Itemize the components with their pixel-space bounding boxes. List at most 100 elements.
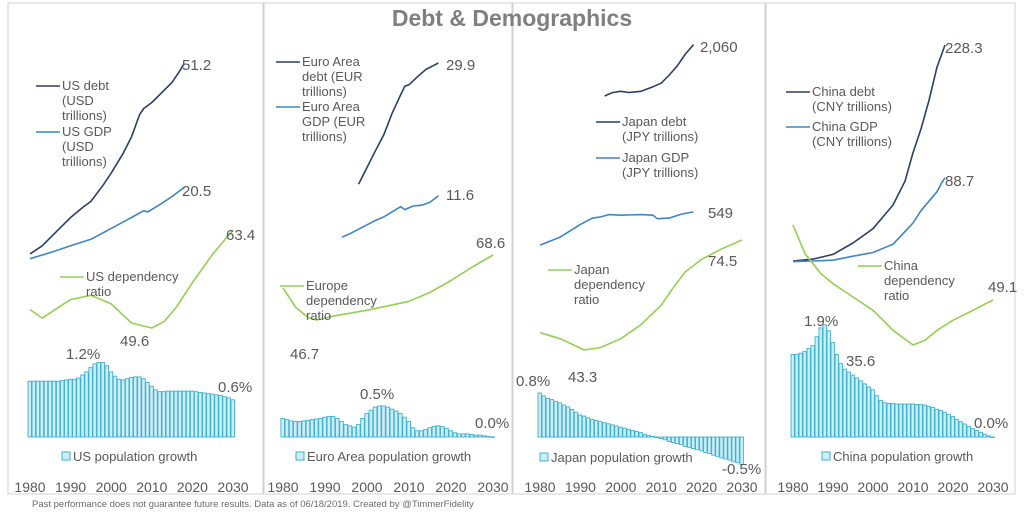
debt-legend-text: (USD	[62, 93, 94, 108]
population-bar	[108, 371, 114, 438]
dependency-line	[282, 254, 494, 321]
population-bar	[461, 433, 466, 438]
dependency-line	[792, 224, 994, 346]
population-bar	[818, 327, 823, 438]
population-bar	[910, 403, 915, 438]
population-bar	[862, 383, 867, 438]
debt-legend-text: Euro Area	[302, 54, 361, 69]
population-bar	[189, 390, 195, 438]
population-bar	[456, 433, 462, 438]
population-bar	[687, 436, 692, 448]
population-bar	[691, 436, 696, 449]
population-bar	[699, 436, 704, 452]
population-bar	[618, 426, 623, 438]
population-bar	[360, 417, 365, 438]
population-bar	[465, 433, 470, 438]
population-bar	[894, 403, 899, 438]
population-bar	[104, 365, 110, 438]
debt-line	[604, 44, 695, 97]
population-bar	[846, 371, 851, 438]
population-bar	[96, 362, 101, 438]
debt-legend-text: (CNY trillions)	[812, 99, 892, 114]
population-bar	[890, 402, 895, 438]
gdp-legend-text: (USD	[62, 139, 94, 154]
population-bar	[878, 399, 883, 438]
population-bar	[810, 345, 815, 438]
population-peak-label: 1.2%	[66, 346, 100, 363]
population-bar	[230, 399, 235, 438]
population-bar	[343, 424, 348, 438]
dependency-legend-text: Japan	[574, 262, 609, 277]
population-bar	[886, 402, 891, 438]
debt-line	[792, 44, 946, 262]
population-bar	[280, 417, 285, 438]
population-bar	[834, 353, 839, 438]
population-bar	[642, 433, 647, 438]
panel-us: 51.220.563.449.61.2%0.6%US debt(USDtrill…	[14, 57, 255, 495]
population-bar	[806, 348, 811, 438]
x-tick-label: 2010	[393, 479, 424, 495]
population-bar	[727, 436, 732, 461]
population-bar	[602, 422, 607, 438]
population-bar	[381, 405, 386, 438]
population-bar	[169, 390, 175, 438]
population-bar	[922, 404, 927, 438]
population-bar	[351, 426, 357, 438]
population-bar	[650, 435, 655, 438]
population-bar	[120, 379, 126, 438]
population-end-label: 0.0%	[974, 415, 1008, 432]
dependency-min-label: 43.3	[568, 369, 597, 386]
population-bar	[614, 425, 619, 438]
x-tick-label: 1980	[524, 479, 555, 495]
population-bar	[100, 362, 105, 438]
population-bar	[573, 411, 579, 438]
population-end-label: 0.0%	[475, 415, 509, 432]
population-bar	[198, 391, 203, 438]
population-bar	[31, 380, 36, 438]
population-bar	[549, 399, 554, 438]
gdp-legend-text: China GDP	[812, 119, 878, 134]
gdp-legend-text: Euro Area	[302, 99, 361, 114]
population-bar	[55, 380, 61, 438]
population-bar	[27, 380, 32, 438]
population-bar	[918, 404, 923, 438]
population-bar	[902, 403, 907, 438]
population-bar	[309, 419, 315, 438]
population-bar	[622, 427, 627, 438]
population-bar	[124, 378, 130, 438]
dependency-legend-text: ratio	[884, 288, 909, 303]
population-bar	[978, 431, 983, 438]
population-bar	[64, 379, 69, 438]
debt-legend-text: trillions)	[302, 84, 347, 99]
gdp-legend-text: GDP (EUR	[302, 114, 365, 129]
population-bar	[335, 417, 340, 438]
x-tick-label: 2000	[857, 479, 888, 495]
gdp-legend-text: trillions)	[62, 154, 107, 169]
population-bar	[866, 386, 871, 438]
dependency-max-label: 49.1	[988, 279, 1017, 296]
population-bar	[934, 408, 939, 438]
debt-end-label: 2,060	[700, 39, 738, 56]
population-bar	[149, 385, 154, 438]
population-bar	[695, 436, 700, 451]
population-bar	[586, 417, 591, 438]
population-legend-swatch	[539, 452, 549, 462]
population-bar	[490, 436, 495, 438]
population-end-label: 0.6%	[218, 379, 252, 396]
dependency-legend-text: ratio	[306, 308, 331, 323]
population-bar	[850, 374, 855, 438]
population-bar	[798, 352, 803, 438]
population-bar	[946, 414, 951, 438]
population-bar	[448, 430, 453, 438]
population-bar	[318, 417, 323, 438]
panel-china: 228.388.749.135.61.9%0.0%China debt(CNY …	[777, 40, 1017, 495]
population-peak-label: 1.9%	[804, 313, 838, 330]
population-bar	[47, 380, 53, 438]
population-bar	[898, 403, 903, 438]
population-bar	[218, 395, 223, 438]
population-peak-label: 0.8%	[516, 373, 550, 390]
population-bar	[626, 428, 631, 438]
population-bar	[68, 378, 73, 438]
population-bar	[842, 368, 847, 438]
